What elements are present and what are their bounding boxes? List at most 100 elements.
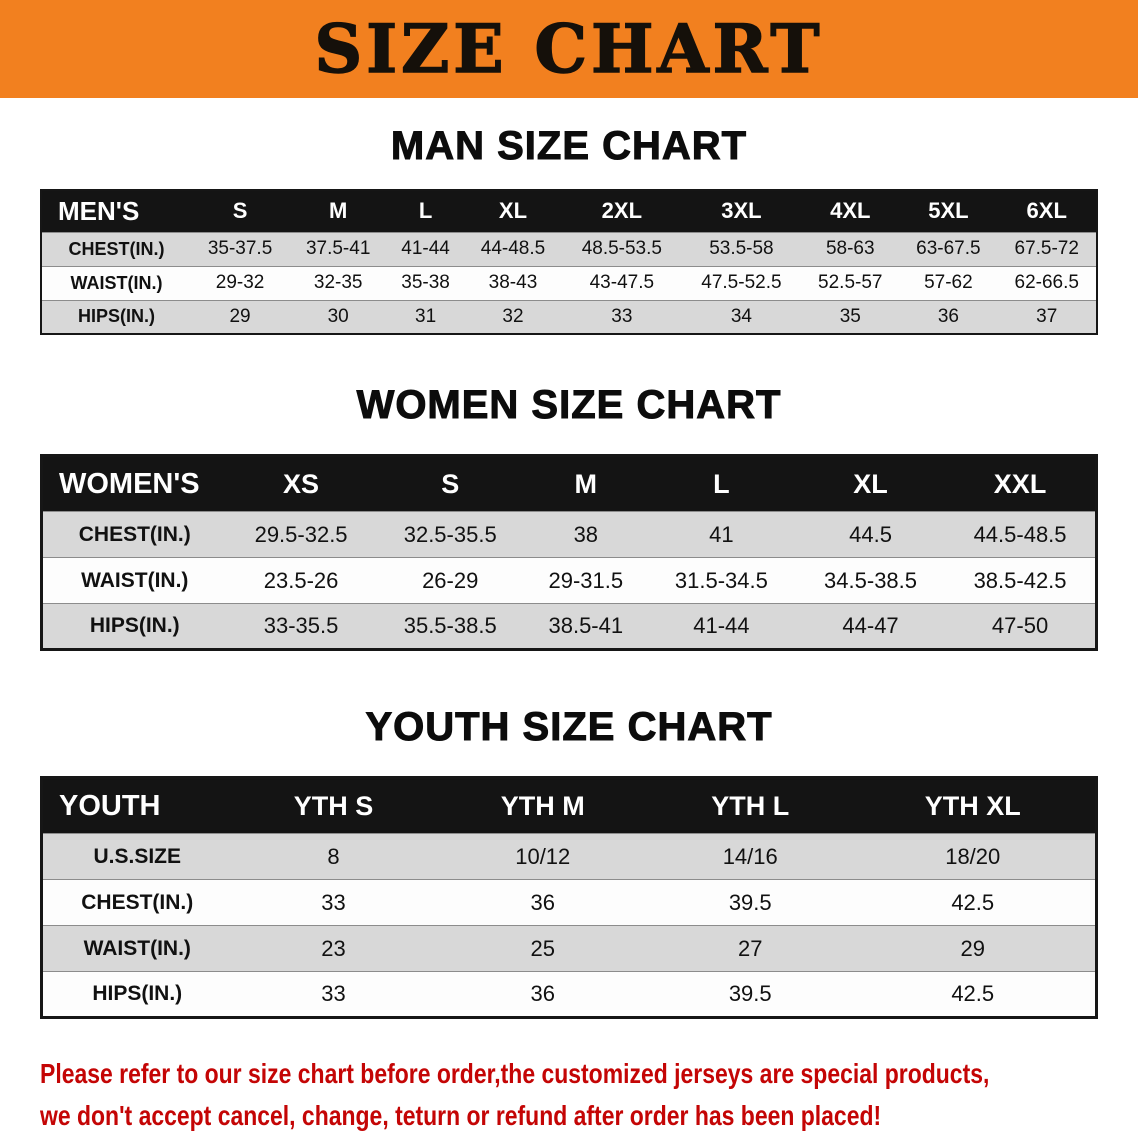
cell-value: 35.5-38.5	[403, 613, 497, 638]
size-column-header: S	[191, 190, 290, 232]
cell-value: 67.5-72	[1014, 238, 1079, 259]
footer-note-line-2: we don't accept cancel, change, teturn o…	[40, 1100, 882, 1131]
page-title: SIZE CHART	[314, 10, 824, 88]
size-column-header: XXL	[945, 455, 1097, 512]
men-section-heading: MAN SIZE CHART	[390, 124, 748, 169]
table-row: HIPS(IN.) 33-35.5 35.5-38.5 38.5-41 41-44 44-…	[41, 603, 1097, 650]
cell-value: 44-47	[842, 613, 899, 638]
cell-value: 35-38	[401, 272, 450, 293]
size-column-header: 3XL	[681, 190, 802, 232]
women-size-section: WOMEN SIZE CHART WOMEN'S XS S M L XL XXL CHEST(…	[0, 383, 1138, 651]
cell-value: 52.5-57	[818, 272, 883, 293]
row-label: WAIST(IN.)	[70, 272, 163, 293]
cell-value: 33	[321, 889, 346, 915]
cell-value: 34.5-38.5	[824, 567, 918, 593]
table-row: WAIST(IN.) 23 25 27 29	[41, 925, 1097, 972]
row-label: CHEST(IN.)	[81, 890, 194, 914]
cell-value: 44-48.5	[480, 238, 546, 259]
cell-value: 8	[327, 843, 340, 869]
size-table: MEN'S S M L XL 2XL 3XL 4XL 5XL 6XL CHEST(IN.) 35-37…	[40, 189, 1098, 335]
table-row: HIPS(IN.) 29 30 31 32 33 34 35 36 37	[41, 300, 1097, 334]
size-column-header: 5XL	[899, 190, 998, 232]
row-label: WAIST(IN.)	[83, 936, 191, 960]
size-table: WOMEN'S XS S M L XL XXL CHEST(IN.) 29.5-32.5 32.5…	[40, 454, 1098, 651]
women-size-table-wrap: WOMEN'S XS S M L XL XXL CHEST(IN.) 29.5-32.5 32.5…	[40, 454, 1098, 651]
cell-value: 23.5-26	[263, 567, 339, 593]
cell-value: 47.5-52.5	[701, 272, 782, 293]
table-row: CHEST(IN.) 35-37.5 37.5-41 41-44 44-48.5 48.5…	[41, 232, 1097, 266]
row-label: CHEST(IN.)	[78, 522, 191, 546]
cell-value: 48.5-53.5	[581, 238, 662, 259]
cell-value: 35-37.5	[207, 238, 273, 259]
cell-value: 30	[327, 305, 349, 327]
row-label: HIPS(IN.)	[89, 614, 180, 637]
size-column-header: M	[289, 190, 388, 232]
size-column-header: 4XL	[801, 190, 900, 232]
cell-value: 62-66.5	[1014, 272, 1079, 293]
women-section-heading: WOMEN SIZE CHART	[356, 383, 782, 428]
banner: SIZE CHART	[0, 0, 1138, 98]
table-header-row: WOMEN'S XS S M L XL XXL	[41, 455, 1097, 512]
cell-value: 29.5-32.5	[254, 521, 348, 547]
cell-value: 29	[229, 305, 251, 327]
cell-value: 39.5	[728, 981, 772, 1006]
cell-value: 23	[321, 935, 346, 961]
cell-value: 47-50	[991, 613, 1049, 638]
cell-value: 29-31.5	[548, 567, 624, 593]
cell-value: 63-67.5	[916, 238, 981, 259]
table-row: CHEST(IN.) 33 36 39.5 42.5	[41, 879, 1097, 926]
youth-size-table-wrap: YOUTH YTH S YTH M YTH L YTH XL U.S.SIZE 8 10/12…	[40, 776, 1098, 1019]
table-row: HIPS(IN.) 33 36 39.5 42.5	[41, 971, 1097, 1018]
cell-value: 32-35	[313, 272, 363, 293]
cell-value: 38	[573, 521, 599, 547]
cell-value: 41	[709, 521, 734, 547]
size-column-header: L	[646, 455, 796, 512]
size-column-header: 2XL	[562, 190, 682, 232]
cell-value: 43-47.5	[589, 272, 655, 293]
men-size-section: MAN SIZE CHART MEN'S S M L XL 2XL 3XL 4XL 5XL 6XL…	[0, 124, 1138, 335]
size-table: YOUTH YTH S YTH M YTH L YTH XL U.S.SIZE 8 10/12…	[40, 776, 1098, 1019]
size-column-header: YTH S	[231, 777, 436, 834]
size-column-header: YTH L	[649, 777, 851, 834]
size-column-header: S	[375, 455, 525, 512]
table-header-row: MEN'S S M L XL 2XL 3XL 4XL 5XL 6XL	[41, 190, 1097, 232]
cell-value: 18/20	[945, 843, 1001, 869]
cell-value: 44.5-48.5	[973, 521, 1067, 547]
cell-value: 57-62	[924, 272, 973, 293]
size-column-header: 6XL	[997, 190, 1097, 232]
footer-note: Please refer to our size chart before or…	[40, 1053, 1138, 1137]
cell-value: 14/16	[722, 843, 778, 869]
cell-value: 32.5-35.5	[403, 521, 497, 547]
cell-value: 42.5	[951, 981, 995, 1006]
row-label: U.S.SIZE	[93, 844, 182, 868]
table-corner-label: MEN'S	[41, 190, 191, 232]
row-label: CHEST(IN.)	[68, 238, 165, 259]
size-column-header: XL	[463, 190, 563, 232]
table-row: WAIST(IN.) 29-32 32-35 35-38 38-43 43-47.5 47.…	[41, 266, 1097, 300]
cell-value: 44.5	[849, 521, 892, 547]
size-column-header: YTH XL	[850, 777, 1097, 834]
cell-value: 33-35.5	[263, 613, 339, 638]
cell-value: 29	[960, 935, 985, 961]
cell-value: 33	[321, 981, 346, 1006]
cell-value: 36	[530, 889, 555, 915]
cell-value: 38-43	[488, 272, 538, 293]
table-header-row: YOUTH YTH S YTH M YTH L YTH XL	[41, 777, 1097, 834]
size-column-header: XL	[795, 455, 946, 512]
footer-note-line-1: Please refer to our size chart before or…	[40, 1058, 990, 1089]
cell-value: 35	[839, 305, 861, 327]
table-row: CHEST(IN.) 29.5-32.5 32.5-35.5 38 41 44.5 44.5…	[41, 511, 1097, 558]
row-label: WAIST(IN.)	[81, 568, 189, 592]
cell-value: 36	[530, 981, 555, 1006]
cell-value: 37.5-41	[305, 238, 371, 259]
size-column-header: L	[387, 190, 464, 232]
table-row: U.S.SIZE 8 10/12 14/16 18/20	[41, 833, 1097, 880]
cell-value: 38.5-42.5	[973, 567, 1067, 593]
cell-value: 41-44	[693, 613, 750, 638]
cell-value: 31.5-34.5	[674, 567, 768, 593]
table-row: WAIST(IN.) 23.5-26 26-29 29-31.5 31.5-34.5 34…	[41, 557, 1097, 604]
cell-value: 29-32	[215, 272, 265, 293]
cell-value: 10/12	[515, 843, 571, 869]
cell-value: 36	[937, 305, 959, 327]
row-label: HIPS(IN.)	[92, 982, 183, 1005]
